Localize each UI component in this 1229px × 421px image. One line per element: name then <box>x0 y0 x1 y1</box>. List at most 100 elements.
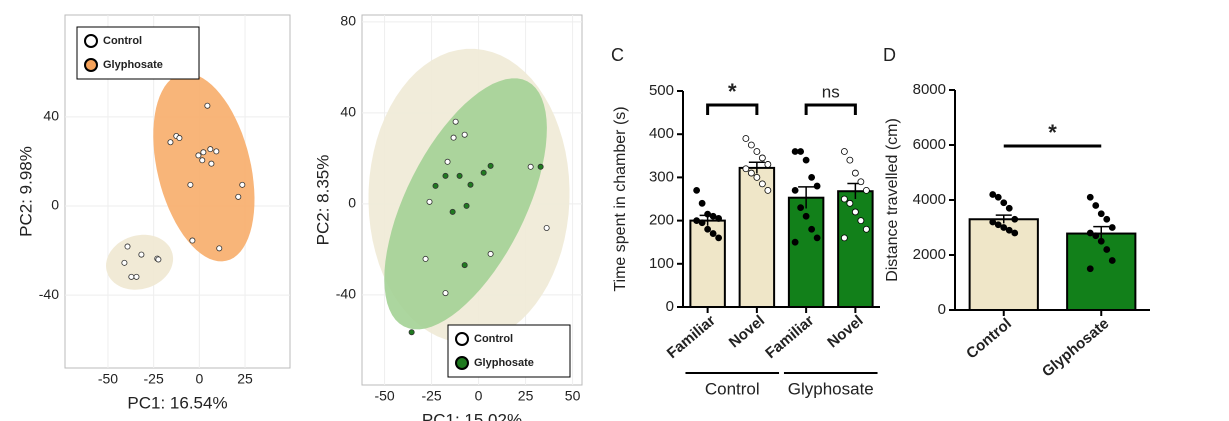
data-point <box>862 225 870 233</box>
significance-label: ns <box>822 82 840 101</box>
panel-label: D <box>883 45 896 65</box>
data-point <box>753 173 761 181</box>
point <box>444 158 451 165</box>
panel-label: C <box>611 45 624 65</box>
data-point <box>747 169 755 177</box>
point <box>422 255 429 262</box>
point <box>204 102 211 109</box>
x-tick-label: 50 <box>565 388 581 404</box>
y-tick-label: 0 <box>938 301 946 318</box>
data-point <box>1103 246 1111 253</box>
point <box>487 162 494 169</box>
point <box>467 181 474 188</box>
x-tick-label: -25 <box>421 388 441 404</box>
data-point <box>693 186 701 194</box>
legend-marker <box>455 356 469 370</box>
significance-label: * <box>728 79 737 104</box>
x-tick-label: Novel <box>824 312 866 351</box>
legend-label: Control <box>103 35 142 47</box>
data-point <box>1097 237 1105 245</box>
y-tick-label: 80 <box>340 13 356 29</box>
data-point <box>758 154 766 162</box>
y-tick-label: -40 <box>39 286 59 302</box>
legend-label: Glyphosate <box>103 59 163 71</box>
x-tick-label: Novel <box>726 312 768 351</box>
y-tick-label: 6000 <box>913 136 946 153</box>
point <box>189 237 196 244</box>
y-tick-label: 500 <box>649 82 674 99</box>
data-point <box>698 199 706 207</box>
legend-label: Glyphosate <box>474 357 534 369</box>
data-point <box>742 135 750 142</box>
y-axis-label: Time spent in chamber (s) <box>612 106 629 291</box>
data-point <box>1108 224 1116 231</box>
point <box>408 329 415 336</box>
data-point <box>1097 210 1105 218</box>
point <box>527 163 534 170</box>
point <box>199 157 206 164</box>
data-point <box>1086 229 1094 237</box>
data-point <box>813 234 821 242</box>
point <box>442 290 449 297</box>
data-point <box>753 148 761 155</box>
point <box>208 160 215 167</box>
point <box>456 172 463 179</box>
data-point <box>862 186 870 194</box>
point <box>187 181 194 188</box>
data-point <box>989 218 997 226</box>
x-tick-label: -50 <box>98 371 118 387</box>
legend-marker <box>455 332 469 346</box>
y-tick-label: 100 <box>649 255 674 272</box>
point <box>463 202 470 209</box>
data-point <box>758 180 766 188</box>
y-tick-label: 0 <box>51 197 59 213</box>
x-axis-label: PC1: 16.54% <box>127 393 227 412</box>
x-tick-label: 0 <box>475 388 483 404</box>
data-point <box>1005 226 1013 234</box>
data-point <box>802 212 810 220</box>
data-point <box>1103 215 1111 223</box>
bar <box>689 219 726 309</box>
x-tick-label: 0 <box>195 371 203 387</box>
data-point <box>1092 232 1100 240</box>
data-point <box>1011 215 1019 223</box>
legend-marker <box>84 58 98 72</box>
point <box>487 250 494 257</box>
point <box>239 181 246 188</box>
data-point <box>994 193 1002 201</box>
point <box>124 243 131 250</box>
y-tick-label: 8000 <box>913 81 946 98</box>
data-point <box>840 148 848 155</box>
point <box>167 139 174 146</box>
data-point <box>846 156 854 164</box>
data-point <box>791 238 799 246</box>
data-point <box>1086 193 1094 201</box>
x-axis-label: PC1: 15.02% <box>422 410 522 421</box>
point <box>480 169 487 176</box>
point <box>128 273 135 280</box>
data-point <box>1011 229 1019 237</box>
significance-bracket <box>804 103 857 115</box>
point <box>450 134 457 141</box>
point <box>216 245 223 252</box>
confidence-ellipse <box>106 234 174 290</box>
data-point <box>989 191 997 198</box>
x-tick-label: -50 <box>374 388 394 404</box>
point <box>200 149 207 156</box>
bar <box>1066 232 1137 311</box>
y-tick-label: 300 <box>649 168 674 185</box>
data-point <box>851 169 859 177</box>
data-point <box>742 165 750 173</box>
x-tick-label: 25 <box>518 388 534 404</box>
y-axis-label: PC2: 8.35% <box>313 155 332 246</box>
point <box>213 148 220 155</box>
point <box>426 198 433 205</box>
legend-box <box>76 26 200 80</box>
group-label: Control <box>705 379 760 398</box>
y-axis-label: Distance travelled (cm) <box>884 118 901 282</box>
x-tick-label: Familiar <box>762 312 817 362</box>
x-tick-label: -25 <box>144 371 164 387</box>
point <box>133 273 140 280</box>
data-point <box>698 219 706 227</box>
